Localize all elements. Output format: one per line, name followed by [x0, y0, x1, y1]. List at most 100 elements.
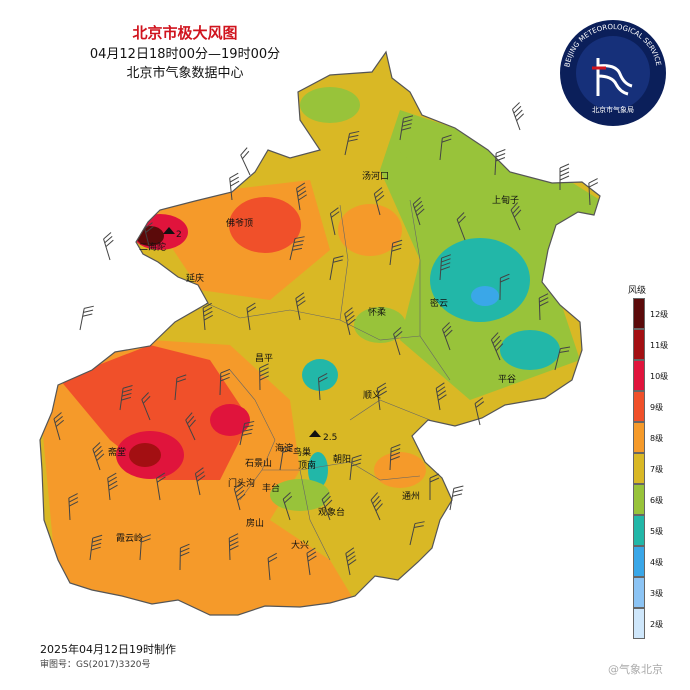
- map-title: 北京市极大风图: [132, 24, 238, 42]
- wind-barb: [370, 492, 383, 521]
- marker-peak-west: 2: [163, 227, 182, 240]
- wind-barb: [156, 472, 166, 501]
- wind-barb: [233, 482, 246, 511]
- wind-map: 2 2.5 二海陀 佛爷顶 延庆 汤河口 上甸子 密云 怀柔 平谷 昌平 顺义 …: [39, 51, 601, 616]
- legend-label: 8级: [650, 434, 664, 443]
- wind-barb: [144, 222, 154, 251]
- logo-inner-text: 北京市气象局: [592, 105, 634, 114]
- legend-swatch: [633, 453, 645, 484]
- wind-barb: [107, 472, 118, 501]
- legend-label: 11级: [650, 341, 669, 350]
- marker-peak-city: 2.5: [309, 430, 337, 443]
- peak-value-label: 2: [176, 230, 182, 240]
- wind-barb: [439, 254, 451, 281]
- wind-barb: [409, 521, 425, 546]
- label-dingnan: 顶南: [298, 459, 316, 471]
- wind-barb: [389, 239, 403, 266]
- wind-barb: [588, 178, 599, 206]
- label-yanqing: 延庆: [186, 272, 204, 284]
- wind-barb: [512, 102, 525, 131]
- wind-barb: [449, 485, 464, 511]
- wind-barb: [494, 149, 506, 176]
- wind-barb: [376, 382, 387, 411]
- wind-barb: [474, 397, 485, 426]
- wind-barb: [412, 197, 425, 226]
- district-labels: 二海陀 佛爷顶 延庆 汤河口 上甸子 密云 怀柔 平谷 昌平 顺义 斋堂 海淀 …: [108, 170, 519, 551]
- peak-marker: [309, 430, 321, 437]
- wind-barb: [456, 212, 466, 241]
- wind-barb: [279, 445, 294, 471]
- label-tanghekou: 汤河口: [362, 170, 389, 182]
- label-zhaitang: 斋堂: [108, 446, 126, 458]
- wind-barb: [89, 534, 103, 561]
- label-miyun: 密云: [430, 297, 448, 309]
- wind-barb: [442, 322, 453, 351]
- wind-barb: [538, 293, 549, 321]
- wind-barb: [202, 302, 213, 331]
- wind-barb: [179, 543, 190, 571]
- map-approval-number: 审图号：GS(2017)3320号: [40, 660, 151, 670]
- wind-barb: [345, 547, 357, 576]
- legend-label: 3级: [650, 589, 664, 598]
- logo-mark: [596, 58, 633, 96]
- wind-barb: [389, 444, 401, 471]
- label-pinggu: 平谷: [498, 374, 516, 385]
- legend-swatch: [633, 515, 645, 546]
- label-haidian: 海淀: [275, 442, 293, 454]
- wind-barb: [259, 363, 269, 391]
- legend-swatch: [633, 608, 645, 639]
- legend-swatch: [633, 484, 645, 515]
- wind-barb: [435, 382, 447, 411]
- district-boundaries: [205, 199, 451, 561]
- weibo-watermark: @气象北京: [608, 663, 663, 676]
- legend-swatch: [633, 546, 645, 577]
- wind-barb: [344, 307, 356, 336]
- label-foyeding: 佛爷顶: [226, 217, 253, 229]
- wind-barb: [289, 236, 305, 261]
- legend-swatch: [633, 329, 645, 360]
- wind-barb: [79, 305, 94, 331]
- legend-swatch: [633, 298, 645, 329]
- wind-barb: [239, 420, 255, 446]
- wind-barb: [554, 346, 571, 371]
- wind-barb: [429, 473, 440, 500]
- legend-swatch: [633, 391, 645, 422]
- wind-barb: [92, 442, 105, 471]
- time-range: 04月12日18时00分—19时00分: [89, 47, 281, 62]
- wind-barb: [141, 392, 151, 421]
- label-xiayunling: 霞云岭: [116, 532, 143, 544]
- wind-barb: [219, 368, 231, 396]
- wind-barb: [240, 147, 251, 176]
- wind-barb: [295, 292, 306, 321]
- wind-barb: [119, 385, 133, 411]
- wind-barb: [329, 255, 344, 281]
- label-daxing: 大兴: [291, 539, 309, 551]
- legend-label: 6级: [650, 496, 664, 505]
- logo-inner: [576, 36, 650, 110]
- legend-label: 7级: [650, 465, 664, 474]
- agency-name: 北京市气象数据中心: [126, 66, 244, 81]
- wind-barb: [373, 187, 385, 216]
- wind-barb: [490, 332, 504, 361]
- label-huairou: 怀柔: [368, 306, 386, 318]
- legend-label: 10级: [650, 372, 669, 381]
- label-guanxiangtai: 观象台: [318, 506, 345, 518]
- wind-barb: [229, 172, 240, 201]
- wind-barb: [103, 232, 114, 261]
- wind-barb: [439, 134, 452, 161]
- wind-barb: [53, 412, 65, 441]
- wind-barb: [282, 492, 293, 521]
- legend-swatch: [633, 360, 645, 391]
- legend-swatch: [633, 422, 645, 453]
- wind-barb: [185, 412, 196, 441]
- wind-barb: [393, 327, 403, 356]
- bms-logo: BEIJING METEOROLOGICAL SERVICE 北京市气象局: [560, 20, 666, 126]
- wind-barb: [499, 273, 510, 301]
- wind-barb: [329, 207, 340, 236]
- peak-marker: [163, 227, 175, 234]
- legend-label: 12级: [650, 310, 669, 319]
- label-fengtai: 丰台: [262, 482, 280, 494]
- wind-barb: [306, 547, 317, 576]
- wind-barb: [510, 202, 522, 231]
- wind-barb: [228, 533, 239, 561]
